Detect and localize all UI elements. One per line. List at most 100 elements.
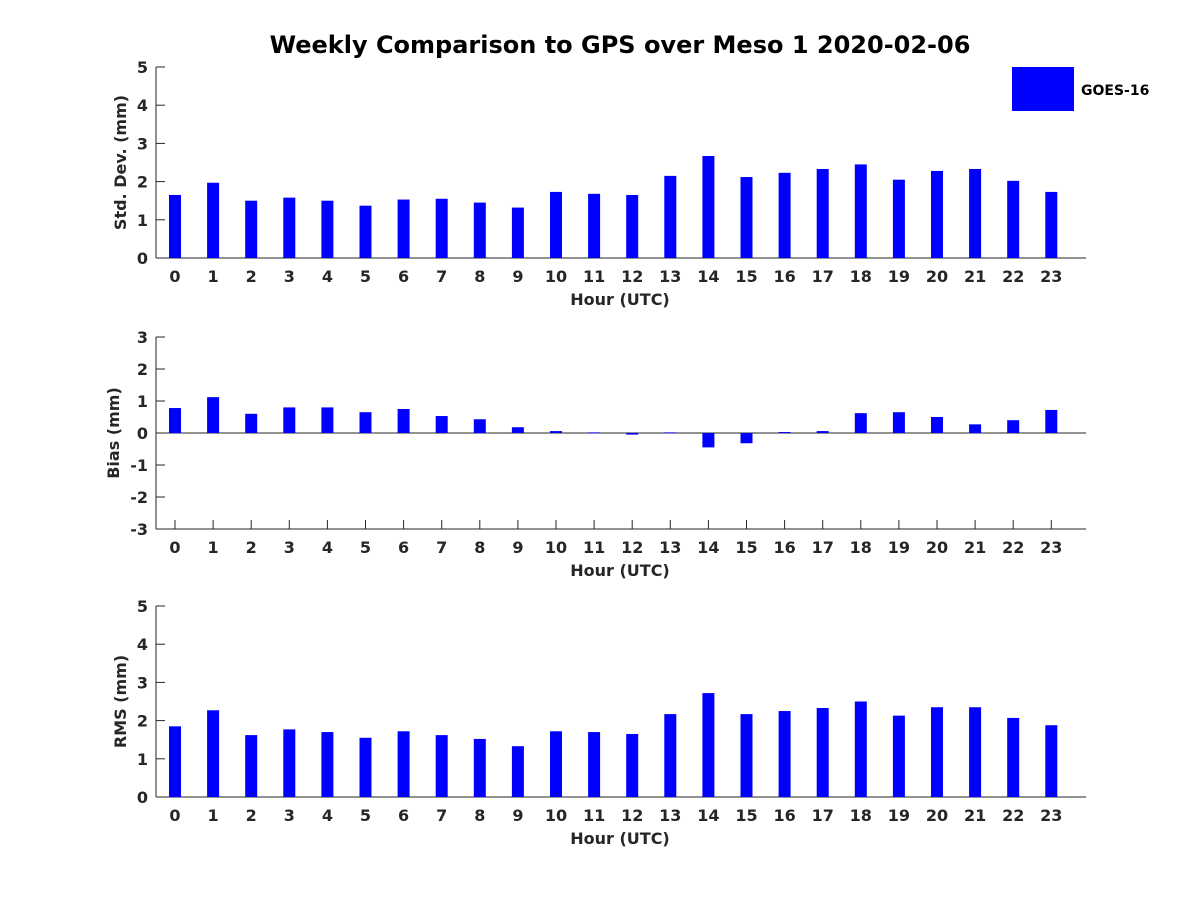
x-tick-label: 12 xyxy=(621,538,643,557)
bar xyxy=(969,707,982,797)
x-tick-label: 19 xyxy=(888,538,910,557)
bar xyxy=(245,200,258,258)
bar xyxy=(473,738,486,797)
x-tick-label: 3 xyxy=(284,538,295,557)
y-tick-label: 3 xyxy=(137,328,148,347)
y-tick-label: -3 xyxy=(130,520,148,539)
bar xyxy=(1007,717,1020,797)
x-tick-label: 6 xyxy=(398,267,409,286)
bar xyxy=(816,168,829,258)
bar xyxy=(969,424,982,433)
x-tick-label: 8 xyxy=(474,806,485,825)
y-tick-label: 0 xyxy=(137,249,148,268)
x-tick-label: 18 xyxy=(850,806,872,825)
x-tick-label: 0 xyxy=(169,267,180,286)
y-tick-label: 5 xyxy=(137,58,148,77)
legend-label: GOES-16 xyxy=(1081,83,1149,99)
x-tick-label: 1 xyxy=(208,267,219,286)
x-tick-label: 18 xyxy=(850,267,872,286)
bar xyxy=(169,194,181,258)
x-tick-label: 0 xyxy=(169,538,180,557)
x-tick-label: 14 xyxy=(697,267,719,286)
bar xyxy=(702,156,715,258)
bar xyxy=(854,164,867,258)
x-tick-label: 1 xyxy=(208,806,219,825)
x-tick-label: 21 xyxy=(964,538,986,557)
bar xyxy=(931,170,943,258)
bar xyxy=(854,701,867,797)
x-tick-label: 17 xyxy=(812,538,834,557)
x-tick-label: 11 xyxy=(583,806,605,825)
x-tick-label: 2 xyxy=(246,267,257,286)
bar xyxy=(245,735,258,797)
bar xyxy=(664,714,677,797)
bar xyxy=(778,432,791,433)
bar xyxy=(588,193,601,258)
bar xyxy=(359,737,372,797)
x-tick-label: 4 xyxy=(322,806,333,825)
x-tick-label: 19 xyxy=(888,806,910,825)
x-tick-label: 5 xyxy=(360,267,371,286)
x-tick-label: 12 xyxy=(621,267,643,286)
y-tick-label: 4 xyxy=(137,96,148,115)
x-tick-label: 20 xyxy=(926,538,948,557)
bar xyxy=(283,407,296,433)
y-tick-label: 0 xyxy=(137,788,148,807)
bar xyxy=(664,432,677,434)
bar xyxy=(664,175,677,258)
y-tick-label: 3 xyxy=(137,673,148,692)
x-tick-label: 13 xyxy=(659,806,681,825)
x-tick-label: 20 xyxy=(926,806,948,825)
y-tick-label: -1 xyxy=(130,456,148,475)
bar xyxy=(740,433,753,444)
bar xyxy=(207,710,220,797)
x-tick-label: 11 xyxy=(583,538,605,557)
bar xyxy=(359,205,372,258)
y-tick-label: 2 xyxy=(137,173,148,192)
y-tick-label: 3 xyxy=(137,134,148,153)
bar xyxy=(1045,725,1058,797)
x-tick-label: 23 xyxy=(1040,267,1062,286)
x-tick-label: 3 xyxy=(284,267,295,286)
bar xyxy=(435,735,448,797)
bar xyxy=(207,182,220,258)
bar xyxy=(435,198,448,258)
bar xyxy=(359,412,372,433)
bar xyxy=(1045,191,1058,258)
x-tick-label: 7 xyxy=(436,806,447,825)
bar xyxy=(626,194,639,258)
y-axis-label: Bias (mm) xyxy=(104,387,123,479)
bar xyxy=(511,746,524,797)
x-tick-label: 9 xyxy=(512,538,523,557)
x-tick-label: 12 xyxy=(621,806,643,825)
bar xyxy=(854,413,867,433)
x-tick-label: 13 xyxy=(659,538,681,557)
x-tick-label: 16 xyxy=(773,538,795,557)
x-tick-label: 15 xyxy=(735,806,757,825)
bar xyxy=(740,714,753,797)
x-tick-label: 5 xyxy=(360,806,371,825)
x-tick-label: 23 xyxy=(1040,806,1062,825)
bar xyxy=(321,732,334,797)
x-tick-label: 14 xyxy=(697,538,719,557)
bar xyxy=(778,711,791,797)
bar xyxy=(816,707,829,797)
x-tick-label: 23 xyxy=(1040,538,1062,557)
bar xyxy=(588,732,601,797)
x-tick-label: 6 xyxy=(398,538,409,557)
bar xyxy=(702,433,715,448)
bar xyxy=(550,431,562,433)
y-tick-label: 5 xyxy=(137,597,148,616)
x-tick-label: 7 xyxy=(436,538,447,557)
x-tick-label: 17 xyxy=(812,806,834,825)
legend: GOES-16 xyxy=(1012,67,1149,111)
y-tick-label: 1 xyxy=(137,211,148,230)
bar xyxy=(892,412,905,433)
y-tick-label: 4 xyxy=(137,635,148,654)
bar xyxy=(473,202,486,258)
y-tick-label: 1 xyxy=(137,392,148,411)
bar xyxy=(702,693,715,797)
